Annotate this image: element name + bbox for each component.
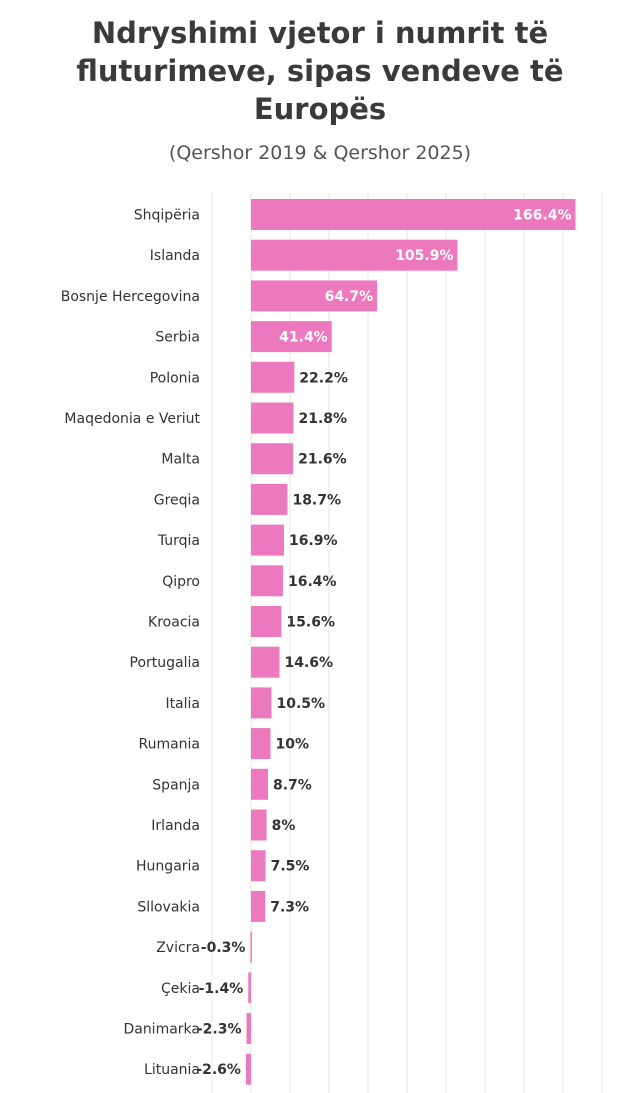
bar [251, 524, 284, 556]
value-label: 14.6% [284, 655, 333, 671]
value-label: 18.7% [292, 492, 341, 508]
category-label: Rumania [138, 737, 200, 753]
category-label: Çekia [161, 981, 200, 997]
category-label: Italia [165, 696, 200, 712]
bar [251, 199, 576, 230]
bar [246, 1013, 251, 1044]
value-label: 15.6% [286, 615, 335, 631]
bar [251, 280, 378, 312]
value-label: 21.8% [299, 411, 348, 427]
category-label: Maqedonia e Veriut [64, 411, 200, 427]
value-label: 10% [276, 737, 310, 753]
bar [251, 768, 268, 800]
bar [251, 483, 288, 515]
value-label: 166.4% [513, 208, 571, 224]
category-label: Zvicra [156, 940, 200, 956]
category-label: Kroacia [148, 615, 200, 631]
category-label: Bosnje Hercegovina [61, 289, 200, 305]
value-label: 105.9% [395, 248, 453, 264]
value-label: 8% [272, 818, 296, 834]
value-label: 22.2% [299, 370, 348, 386]
category-label: Lituania [144, 1062, 200, 1078]
bar [251, 239, 458, 271]
category-label: Portugalia [130, 655, 200, 671]
bar [251, 890, 266, 922]
category-label: Malta [161, 452, 200, 468]
category-label: Islanda [150, 248, 200, 264]
category-label: Greqia [154, 492, 200, 508]
bar [251, 809, 267, 841]
bar [245, 1053, 251, 1085]
bar [251, 443, 294, 475]
chart-subtitle: (Qershor 2019 & Qershor 2025) [168, 142, 472, 164]
bar [251, 850, 266, 882]
value-label: 16.9% [289, 533, 338, 549]
value-label: -1.4% [199, 981, 244, 997]
value-label: 10.5% [276, 696, 325, 712]
category-label: Hungaria [136, 859, 200, 875]
bar [251, 565, 283, 597]
category-label: Danimarka [123, 1022, 200, 1038]
category-label: Irlanda [151, 818, 200, 834]
category-label: Qipro [162, 574, 200, 590]
category-label: Sllovakia [137, 899, 200, 915]
bar [251, 687, 272, 719]
bar [251, 402, 294, 434]
category-label: Shqipëria [134, 208, 200, 224]
bar [251, 606, 282, 637]
value-label: 21.6% [298, 452, 347, 468]
category-label: Serbia [155, 330, 200, 346]
bar [251, 321, 332, 353]
value-label: -0.3% [201, 940, 246, 956]
category-label: Spanja [152, 777, 200, 793]
value-label: 64.7% [325, 289, 374, 305]
bar [251, 728, 271, 760]
value-label: 7.5% [271, 859, 310, 875]
value-label: 7.3% [270, 899, 309, 915]
value-label: -2.3% [197, 1022, 242, 1038]
value-label: 8.7% [273, 777, 312, 793]
value-label: 41.4% [279, 330, 328, 346]
category-label: Polonia [150, 370, 200, 386]
category-label: Turqia [157, 533, 200, 549]
bar [251, 361, 295, 393]
value-label: -2.6% [196, 1062, 241, 1078]
value-label: 16.4% [288, 574, 337, 590]
bar [251, 646, 280, 678]
chart-title: Ndryshimi vjetor i numrit të fluturimeve… [76, 16, 564, 126]
bar [250, 931, 252, 963]
bar [248, 972, 251, 1004]
